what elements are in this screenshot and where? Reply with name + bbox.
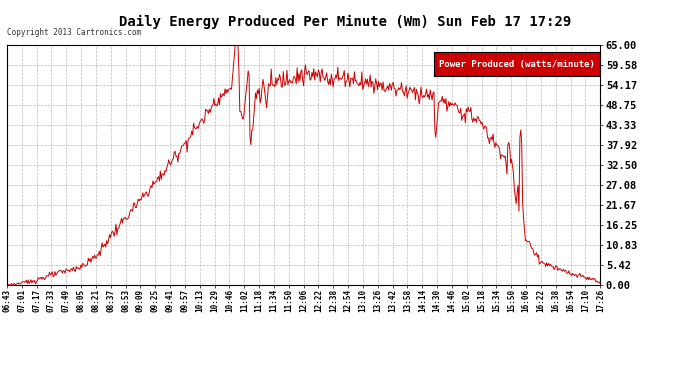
Text: Daily Energy Produced Per Minute (Wm) Sun Feb 17 17:29: Daily Energy Produced Per Minute (Wm) Su…	[119, 15, 571, 29]
Text: Power Produced (watts/minute): Power Produced (watts/minute)	[440, 60, 595, 69]
Text: Copyright 2013 Cartronics.com: Copyright 2013 Cartronics.com	[7, 28, 141, 37]
FancyBboxPatch shape	[434, 52, 600, 76]
